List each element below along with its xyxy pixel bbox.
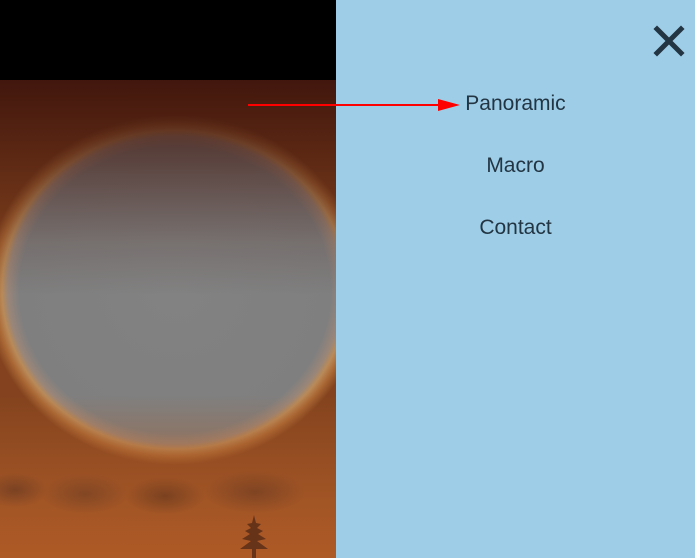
close-button[interactable] [652,24,686,58]
tree-silhouette-icon [240,515,268,558]
arrow-pointer-icon [248,99,460,111]
top-black-bar [0,0,336,80]
menu-item-contact[interactable]: Contact [479,216,552,239]
sunset-background-image [0,80,336,558]
close-icon [653,25,685,57]
navigation-menu: Panoramic Macro Contact [336,88,695,274]
navigation-menu-panel [336,0,695,558]
menu-item-panoramic[interactable]: Panoramic [465,92,566,115]
menu-item-macro[interactable]: Macro [486,154,545,177]
